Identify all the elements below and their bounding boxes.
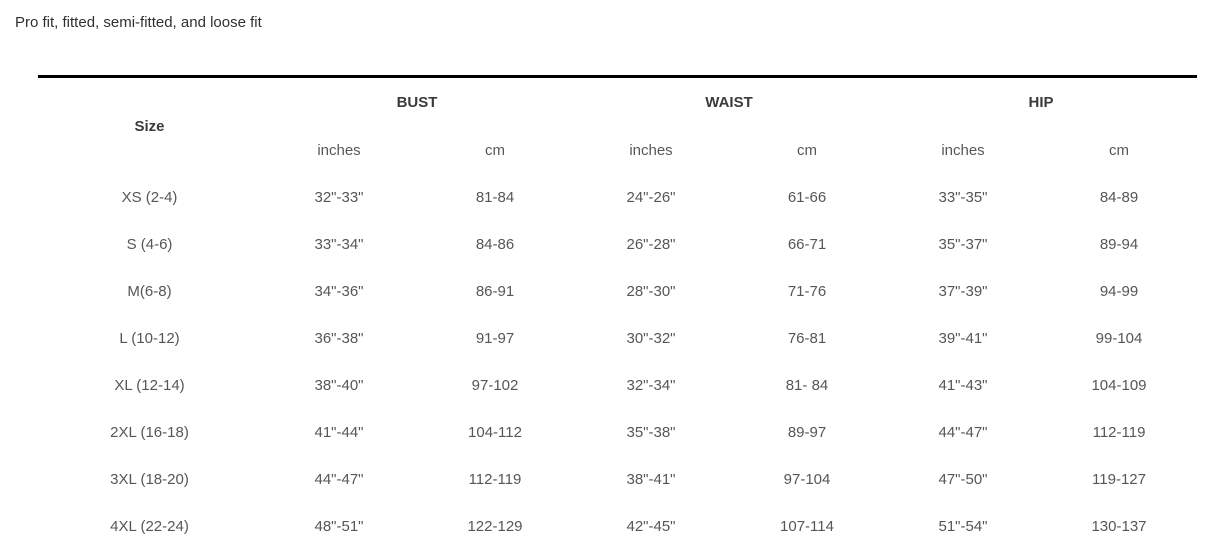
measurement-cell: 39"-41" <box>938 330 988 347</box>
size-cell: XS (2-4) <box>121 189 178 206</box>
measurement-cell: 33"-35" <box>938 189 988 206</box>
table-row: 2XL (16-18) 41"-44" 104-112 35"-38" 89-97 44"… <box>38 409 1197 456</box>
size-table-header: Size BUST WAIST HIP inches cm inches cm … <box>38 77 1197 175</box>
measurement-cell: 26"-28" <box>626 236 676 253</box>
table-row: 4XL (22-24) 48"-51" 122-129 42"-45" 107-114 5… <box>38 503 1197 550</box>
size-table-body: XS (2-4) 32"-33" 81-84 24"-26" 61-66 33"-35" 8… <box>38 174 1197 550</box>
measurement-cell: 84-86 <box>475 236 515 253</box>
hip-inches-header: inches <box>941 141 985 159</box>
measurement-cell: 28"-30" <box>626 283 676 300</box>
measurement-cell: 41"-43" <box>938 377 988 394</box>
measurement-cell: 24"-26" <box>626 189 676 206</box>
size-chart-table: Size BUST WAIST HIP inches cm inches cm … <box>38 75 1198 550</box>
measurement-cell: 99-104 <box>1095 330 1143 347</box>
table-row: L (10-12) 36"-38" 91-97 30"-32" 76-81 39"-41"… <box>38 315 1197 362</box>
size-cell: L (10-12) <box>119 330 180 347</box>
measurement-cell: 32"-33" <box>314 189 364 206</box>
table-row: XL (12-14) 38"-40" 97-102 32"-34" 81- 84 41"-… <box>38 362 1197 409</box>
measurement-cell: 89-97 <box>787 424 827 441</box>
measurement-cell: 112-119 <box>468 471 522 488</box>
size-cell: 2XL (16-18) <box>110 424 189 441</box>
bust-cm-header: cm <box>485 141 505 159</box>
table-row: S (4-6) 33"-34" 84-86 26"-28" 66-71 35"-37" 89… <box>38 221 1197 268</box>
measurement-cell: 47"-50" <box>938 471 988 488</box>
measurement-cell: 89-94 <box>1099 236 1139 253</box>
measurement-cell: 130-137 <box>1091 518 1147 535</box>
hip-cm-header: cm <box>1109 141 1129 159</box>
measurement-cell: 42"-45" <box>626 518 676 535</box>
measurement-cell: 36"-38" <box>314 330 364 347</box>
measurement-cell: 119-127 <box>1092 471 1146 488</box>
size-cell: 4XL (22-24) <box>110 518 189 535</box>
measurement-cell: 34"-36" <box>314 283 364 300</box>
measurement-cell: 81- 84 <box>785 377 829 394</box>
measurement-cell: 35"-37" <box>938 236 988 253</box>
measurement-cell: 94-99 <box>1099 283 1139 300</box>
measurement-cell: 86-91 <box>475 283 515 300</box>
measurement-cell: 41"-44" <box>314 424 364 441</box>
unit-header-row: inches cm inches cm inches cm <box>38 126 1197 174</box>
fit-description: Pro fit, fitted, semi-fitted, and loose … <box>15 14 262 31</box>
measurement-cell: 112-119 <box>1092 424 1146 441</box>
measurement-cell: 107-114 <box>780 518 834 535</box>
waist-inches-header: inches <box>629 141 673 159</box>
measurement-cell: 71-76 <box>787 283 827 300</box>
waist-group-header: WAIST <box>705 93 753 111</box>
measurement-cell: 32"-34" <box>626 377 676 394</box>
size-column-header: Size <box>134 117 165 135</box>
measurement-cell: 33"-34" <box>314 236 364 253</box>
waist-cm-header: cm <box>797 141 817 159</box>
measurement-cell: 97-102 <box>471 377 519 394</box>
measurement-cell: 84-89 <box>1099 189 1139 206</box>
measurement-cell: 104-112 <box>468 424 522 441</box>
measurement-cell: 97-104 <box>783 471 831 488</box>
measurement-cell: 38"-41" <box>626 471 676 488</box>
table-row: XS (2-4) 32"-33" 81-84 24"-26" 61-66 33"-35" 8… <box>38 174 1197 221</box>
measurement-cell: 37"-39" <box>938 283 988 300</box>
table-row: 3XL (18-20) 44"-47" 112-119 38"-41" 97-104 47… <box>38 456 1197 503</box>
measurement-cell: 66-71 <box>787 236 827 253</box>
measurement-cell: 38"-40" <box>314 377 364 394</box>
group-header-row: Size BUST WAIST HIP <box>38 77 1197 135</box>
size-cell: M(6-8) <box>127 283 172 300</box>
measurement-cell: 35"-38" <box>626 424 676 441</box>
table-row: M(6-8) 34"-36" 86-91 28"-30" 71-76 37"-39" 94-… <box>38 268 1197 315</box>
measurement-cell: 122-129 <box>467 518 523 535</box>
measurement-cell: 44"-47" <box>314 471 364 488</box>
measurement-cell: 61-66 <box>787 189 827 206</box>
measurement-cell: 104-109 <box>1091 377 1147 394</box>
size-cell: 3XL (18-20) <box>110 471 189 488</box>
measurement-cell: 44"-47" <box>938 424 988 441</box>
size-cell: S (4-6) <box>126 236 173 253</box>
bust-group-header: BUST <box>396 93 438 111</box>
measurement-cell: 81-84 <box>475 189 515 206</box>
size-cell: XL (12-14) <box>114 377 185 394</box>
hip-group-header: HIP <box>1028 93 1054 111</box>
measurement-cell: 51"-54" <box>938 518 988 535</box>
bust-inches-header: inches <box>317 141 361 159</box>
measurement-cell: 91-97 <box>475 330 515 347</box>
measurement-cell: 76-81 <box>787 330 827 347</box>
measurement-cell: 48"-51" <box>314 518 364 535</box>
measurement-cell: 30"-32" <box>626 330 676 347</box>
